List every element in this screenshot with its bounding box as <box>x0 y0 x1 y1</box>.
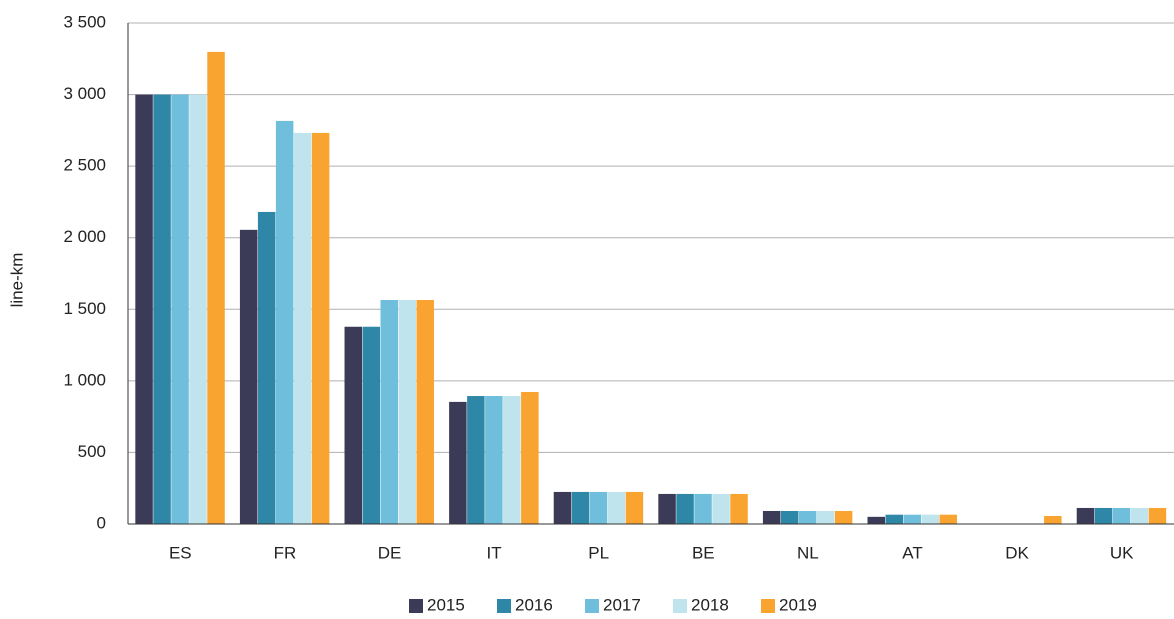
bar <box>1076 507 1095 524</box>
bar <box>239 229 258 524</box>
bar <box>694 493 712 524</box>
bar <box>449 401 467 524</box>
bar <box>885 514 904 524</box>
bar <box>398 299 416 524</box>
y-tick-label: 3 500 <box>63 12 106 31</box>
x-tick-label: BE <box>692 543 715 562</box>
x-tick-label: PL <box>588 543 609 562</box>
y-tick-label: 2 000 <box>63 227 106 246</box>
x-tick-label: ES <box>169 543 192 562</box>
legend-swatch <box>673 599 687 613</box>
bar <box>485 396 503 524</box>
bar <box>553 491 572 524</box>
x-tick-label: DE <box>378 543 402 562</box>
y-tick-label: 1 000 <box>63 370 106 389</box>
legend-swatch <box>761 599 775 613</box>
bar <box>730 493 748 524</box>
bar <box>171 94 189 525</box>
bar <box>625 491 644 524</box>
bar <box>257 211 276 524</box>
y-tick-label: 500 <box>78 442 106 461</box>
x-tick-label: AT <box>902 543 922 562</box>
legend-label: 2018 <box>691 595 729 614</box>
bar <box>939 514 957 524</box>
bar <box>275 120 294 524</box>
legend-label: 2019 <box>779 595 817 614</box>
bar <box>344 326 363 524</box>
bar <box>135 94 153 525</box>
x-tick-label: DK <box>1005 543 1029 562</box>
bar <box>1112 507 1131 524</box>
legend-label: 2017 <box>603 595 641 614</box>
bar <box>658 493 676 524</box>
legend-label: 2016 <box>515 595 553 614</box>
bar <box>798 510 817 524</box>
bar <box>607 491 626 524</box>
bar <box>676 493 694 524</box>
y-tick-label: 3 000 <box>63 84 106 103</box>
bar <box>207 51 225 524</box>
bar <box>362 326 381 524</box>
bar <box>1094 507 1113 524</box>
bar <box>571 491 590 524</box>
x-tick-label: FR <box>274 543 297 562</box>
bar <box>921 514 939 524</box>
x-tick-label: NL <box>797 543 819 562</box>
legend-label: 2015 <box>427 595 465 614</box>
bar <box>589 491 608 524</box>
bar <box>1148 507 1167 524</box>
bar <box>380 299 398 524</box>
y-tick-label: 1 500 <box>63 299 106 318</box>
legend-swatch <box>409 599 423 613</box>
x-tick-label: UK <box>1110 543 1134 562</box>
bar <box>867 516 886 524</box>
bar <box>712 493 730 524</box>
bar <box>762 510 781 524</box>
bar <box>816 510 835 524</box>
legend-swatch <box>585 599 599 613</box>
bar <box>834 510 853 524</box>
bar <box>780 510 799 524</box>
y-axis-label: line-km <box>7 253 26 308</box>
bar <box>467 396 485 524</box>
y-tick-label: 0 <box>97 513 106 532</box>
y-tick-label: 2 500 <box>63 156 106 175</box>
legend-swatch <box>497 599 511 613</box>
bar <box>1130 507 1149 524</box>
bar <box>189 94 207 525</box>
bar <box>1044 515 1062 524</box>
bar <box>521 392 539 524</box>
bar <box>311 132 330 524</box>
x-tick-label: IT <box>487 543 502 562</box>
bar <box>293 132 312 524</box>
bar <box>503 396 521 524</box>
bar <box>153 94 171 525</box>
bar <box>416 299 434 524</box>
bar <box>903 514 921 524</box>
